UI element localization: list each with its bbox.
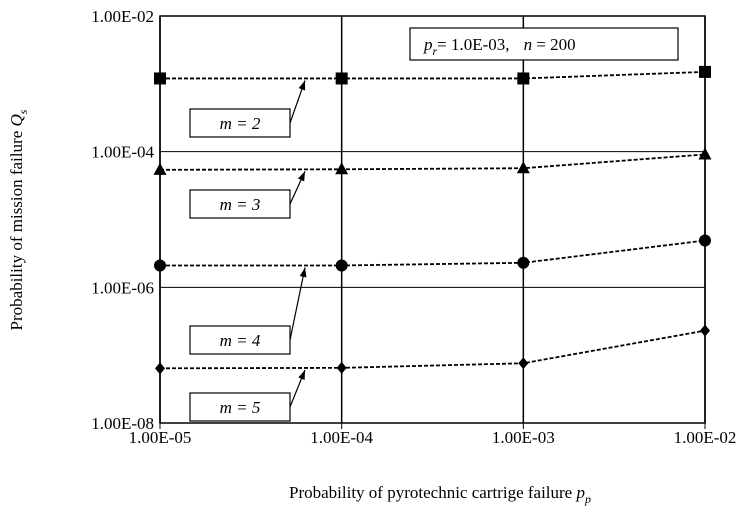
data-point	[155, 362, 165, 375]
legend-label: m = 5	[220, 398, 261, 417]
data-point	[518, 357, 529, 370]
series: m = 4	[154, 234, 711, 355]
x-tick-label: 1.00E-04	[310, 428, 373, 447]
series: m = 2	[154, 65, 711, 138]
legend-box	[189, 325, 291, 355]
series: m = 3	[153, 147, 712, 219]
plot-frame	[159, 15, 706, 424]
series-line	[160, 70, 706, 80]
data-point	[700, 324, 710, 337]
data-point	[336, 361, 347, 374]
x-tick-label: 1.00E-02	[674, 428, 737, 447]
annotation-text: pr= 1.0E-03, n = 200	[423, 35, 576, 58]
data-point	[335, 72, 348, 85]
data-point	[154, 259, 166, 272]
y-tick-label: 1.00E-04	[91, 143, 154, 162]
legend-box	[189, 189, 291, 219]
arrow-head	[297, 171, 305, 182]
legend-label: m = 3	[220, 195, 261, 214]
data-point	[153, 162, 167, 175]
series: m = 5	[155, 324, 710, 422]
series-line	[160, 239, 706, 267]
annotation: pr= 1.0E-03, n = 200	[409, 27, 679, 61]
legend-label: m = 4	[220, 331, 261, 350]
data-point	[335, 259, 348, 272]
data-point	[516, 161, 530, 174]
label-arrow	[289, 267, 306, 341]
data-point	[699, 65, 711, 78]
legend-box	[189, 392, 291, 422]
data-point	[699, 234, 711, 247]
y-tick-label: 1.00E-08	[91, 414, 154, 433]
data-point	[517, 72, 530, 85]
y-axis-label: Probability of mission failure Qs	[7, 109, 30, 330]
series-line	[159, 329, 706, 370]
x-tick-label: 1.00E-05	[129, 428, 192, 447]
data-point	[154, 72, 166, 85]
series-line	[159, 153, 706, 171]
y-tick-label: 1.00E-02	[91, 7, 154, 26]
arrow-head	[298, 369, 305, 380]
legend-label: m = 2	[220, 114, 261, 133]
data-point	[698, 147, 712, 160]
x-axis-label: Probability of pyrotechnic cartrige fail…	[289, 483, 591, 506]
x-tick-label: 1.00E-03	[492, 428, 555, 447]
grid	[159, 15, 706, 424]
data-point	[517, 256, 530, 269]
data-point	[335, 162, 349, 175]
legend-box	[189, 108, 291, 138]
annotation-box	[409, 27, 679, 61]
y-tick-label: 1.00E-06	[91, 278, 154, 297]
arrow-head	[298, 80, 306, 91]
arrow-head	[299, 267, 307, 278]
